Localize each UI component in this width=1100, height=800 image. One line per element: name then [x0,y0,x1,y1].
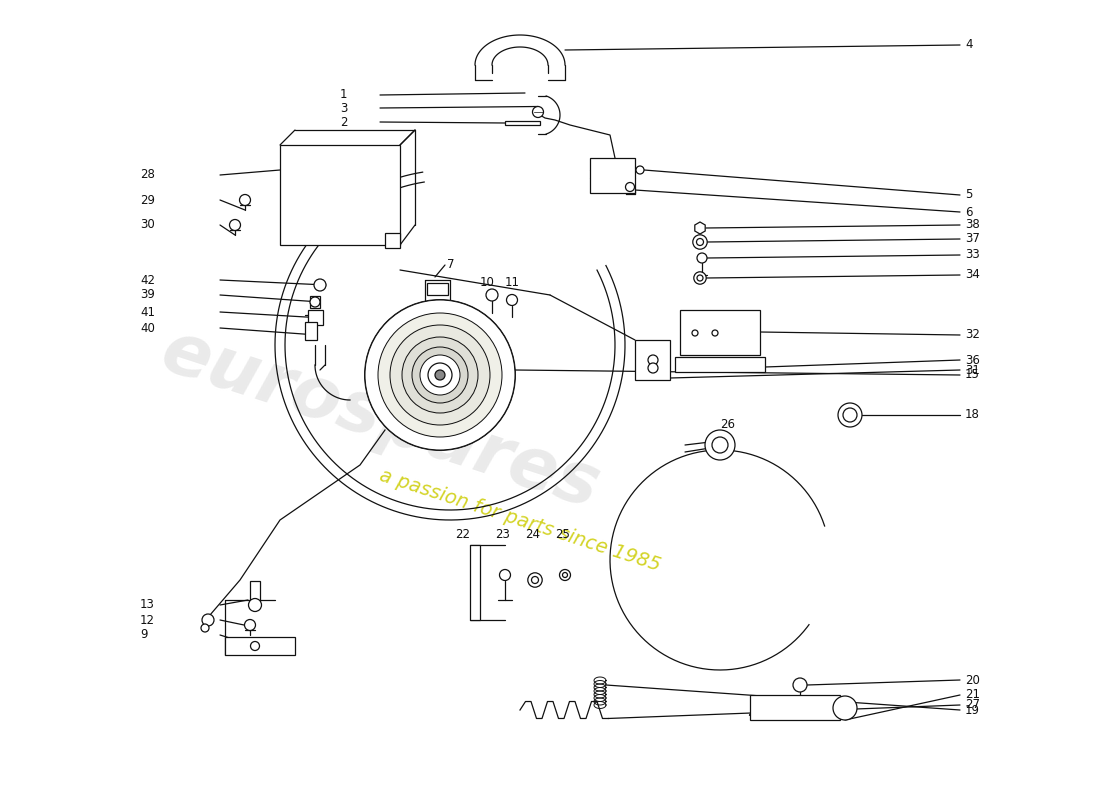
Circle shape [692,330,698,336]
Circle shape [705,430,735,460]
Text: 41: 41 [140,306,155,318]
Bar [427,283,448,295]
Circle shape [499,570,510,581]
Text: 2: 2 [340,115,348,129]
Text: 33: 33 [965,249,980,262]
Circle shape [712,437,728,453]
Text: 22: 22 [455,529,470,542]
Bar [680,310,760,355]
Text: 13: 13 [140,598,155,611]
Circle shape [833,696,857,720]
Text: eurospares: eurospares [152,317,608,523]
Circle shape [390,325,490,425]
Bar [505,121,540,125]
Text: 19: 19 [965,703,980,717]
Text: 9: 9 [140,629,147,642]
Circle shape [434,370,446,380]
Text: 34: 34 [965,269,980,282]
Text: 27: 27 [965,698,980,711]
Circle shape [562,573,568,578]
Circle shape [244,619,255,630]
Circle shape [251,642,260,650]
Circle shape [696,238,704,246]
Text: 24: 24 [525,529,540,542]
Circle shape [365,300,515,450]
Bar [750,695,840,720]
Text: 12: 12 [140,614,155,626]
Text: 31: 31 [965,363,980,377]
Circle shape [402,337,478,413]
Text: 23: 23 [495,529,510,542]
Circle shape [486,289,498,301]
Text: 18: 18 [965,409,980,422]
Text: 32: 32 [965,329,980,342]
Circle shape [412,347,468,403]
Text: 36: 36 [965,354,980,366]
Bar [385,233,400,248]
Text: 1: 1 [340,89,348,102]
Circle shape [712,330,718,336]
Circle shape [314,279,326,291]
Bar [675,357,764,372]
Text: 38: 38 [965,218,980,231]
Bar [308,310,323,325]
Circle shape [528,573,542,587]
Text: a passion for parts since 1985: a passion for parts since 1985 [377,466,663,574]
Text: 26: 26 [720,418,735,431]
Circle shape [560,570,571,581]
Bar [226,637,295,655]
Text: 11: 11 [505,275,520,289]
Text: 30: 30 [140,218,155,231]
Circle shape [531,577,539,583]
Text: 5: 5 [965,189,972,202]
Bar [470,545,480,620]
Text: 10: 10 [480,275,495,289]
Circle shape [697,275,703,281]
Circle shape [230,219,241,230]
Circle shape [506,294,517,306]
Circle shape [793,678,807,692]
Circle shape [693,235,707,250]
Text: 37: 37 [965,233,980,246]
Circle shape [532,106,543,118]
Circle shape [694,272,706,284]
Circle shape [240,194,251,206]
Text: 40: 40 [140,322,155,334]
Text: 15: 15 [965,369,980,382]
Text: 4: 4 [965,38,972,51]
Bar [590,158,635,193]
Circle shape [378,313,502,437]
Text: 28: 28 [140,169,155,182]
Circle shape [201,624,209,632]
Circle shape [843,408,857,422]
Bar [280,145,400,245]
Circle shape [648,363,658,373]
Circle shape [697,253,707,263]
Circle shape [202,614,215,626]
Circle shape [428,363,452,387]
Text: 39: 39 [140,289,155,302]
Circle shape [636,166,644,174]
Text: 42: 42 [140,274,155,286]
Text: 21: 21 [965,689,980,702]
Text: 29: 29 [140,194,155,206]
Bar [250,581,260,601]
Text: 20: 20 [965,674,980,686]
Circle shape [838,403,862,427]
Text: 25: 25 [556,529,570,542]
Circle shape [310,297,320,307]
Circle shape [420,355,460,395]
Circle shape [249,598,262,611]
Text: 3: 3 [340,102,348,114]
Circle shape [365,300,515,450]
Bar [635,340,670,380]
Text: 6: 6 [965,206,972,218]
Text: 7: 7 [447,258,454,271]
Circle shape [626,182,635,191]
Bar [305,322,317,340]
Circle shape [648,355,658,365]
Bar [310,296,320,308]
